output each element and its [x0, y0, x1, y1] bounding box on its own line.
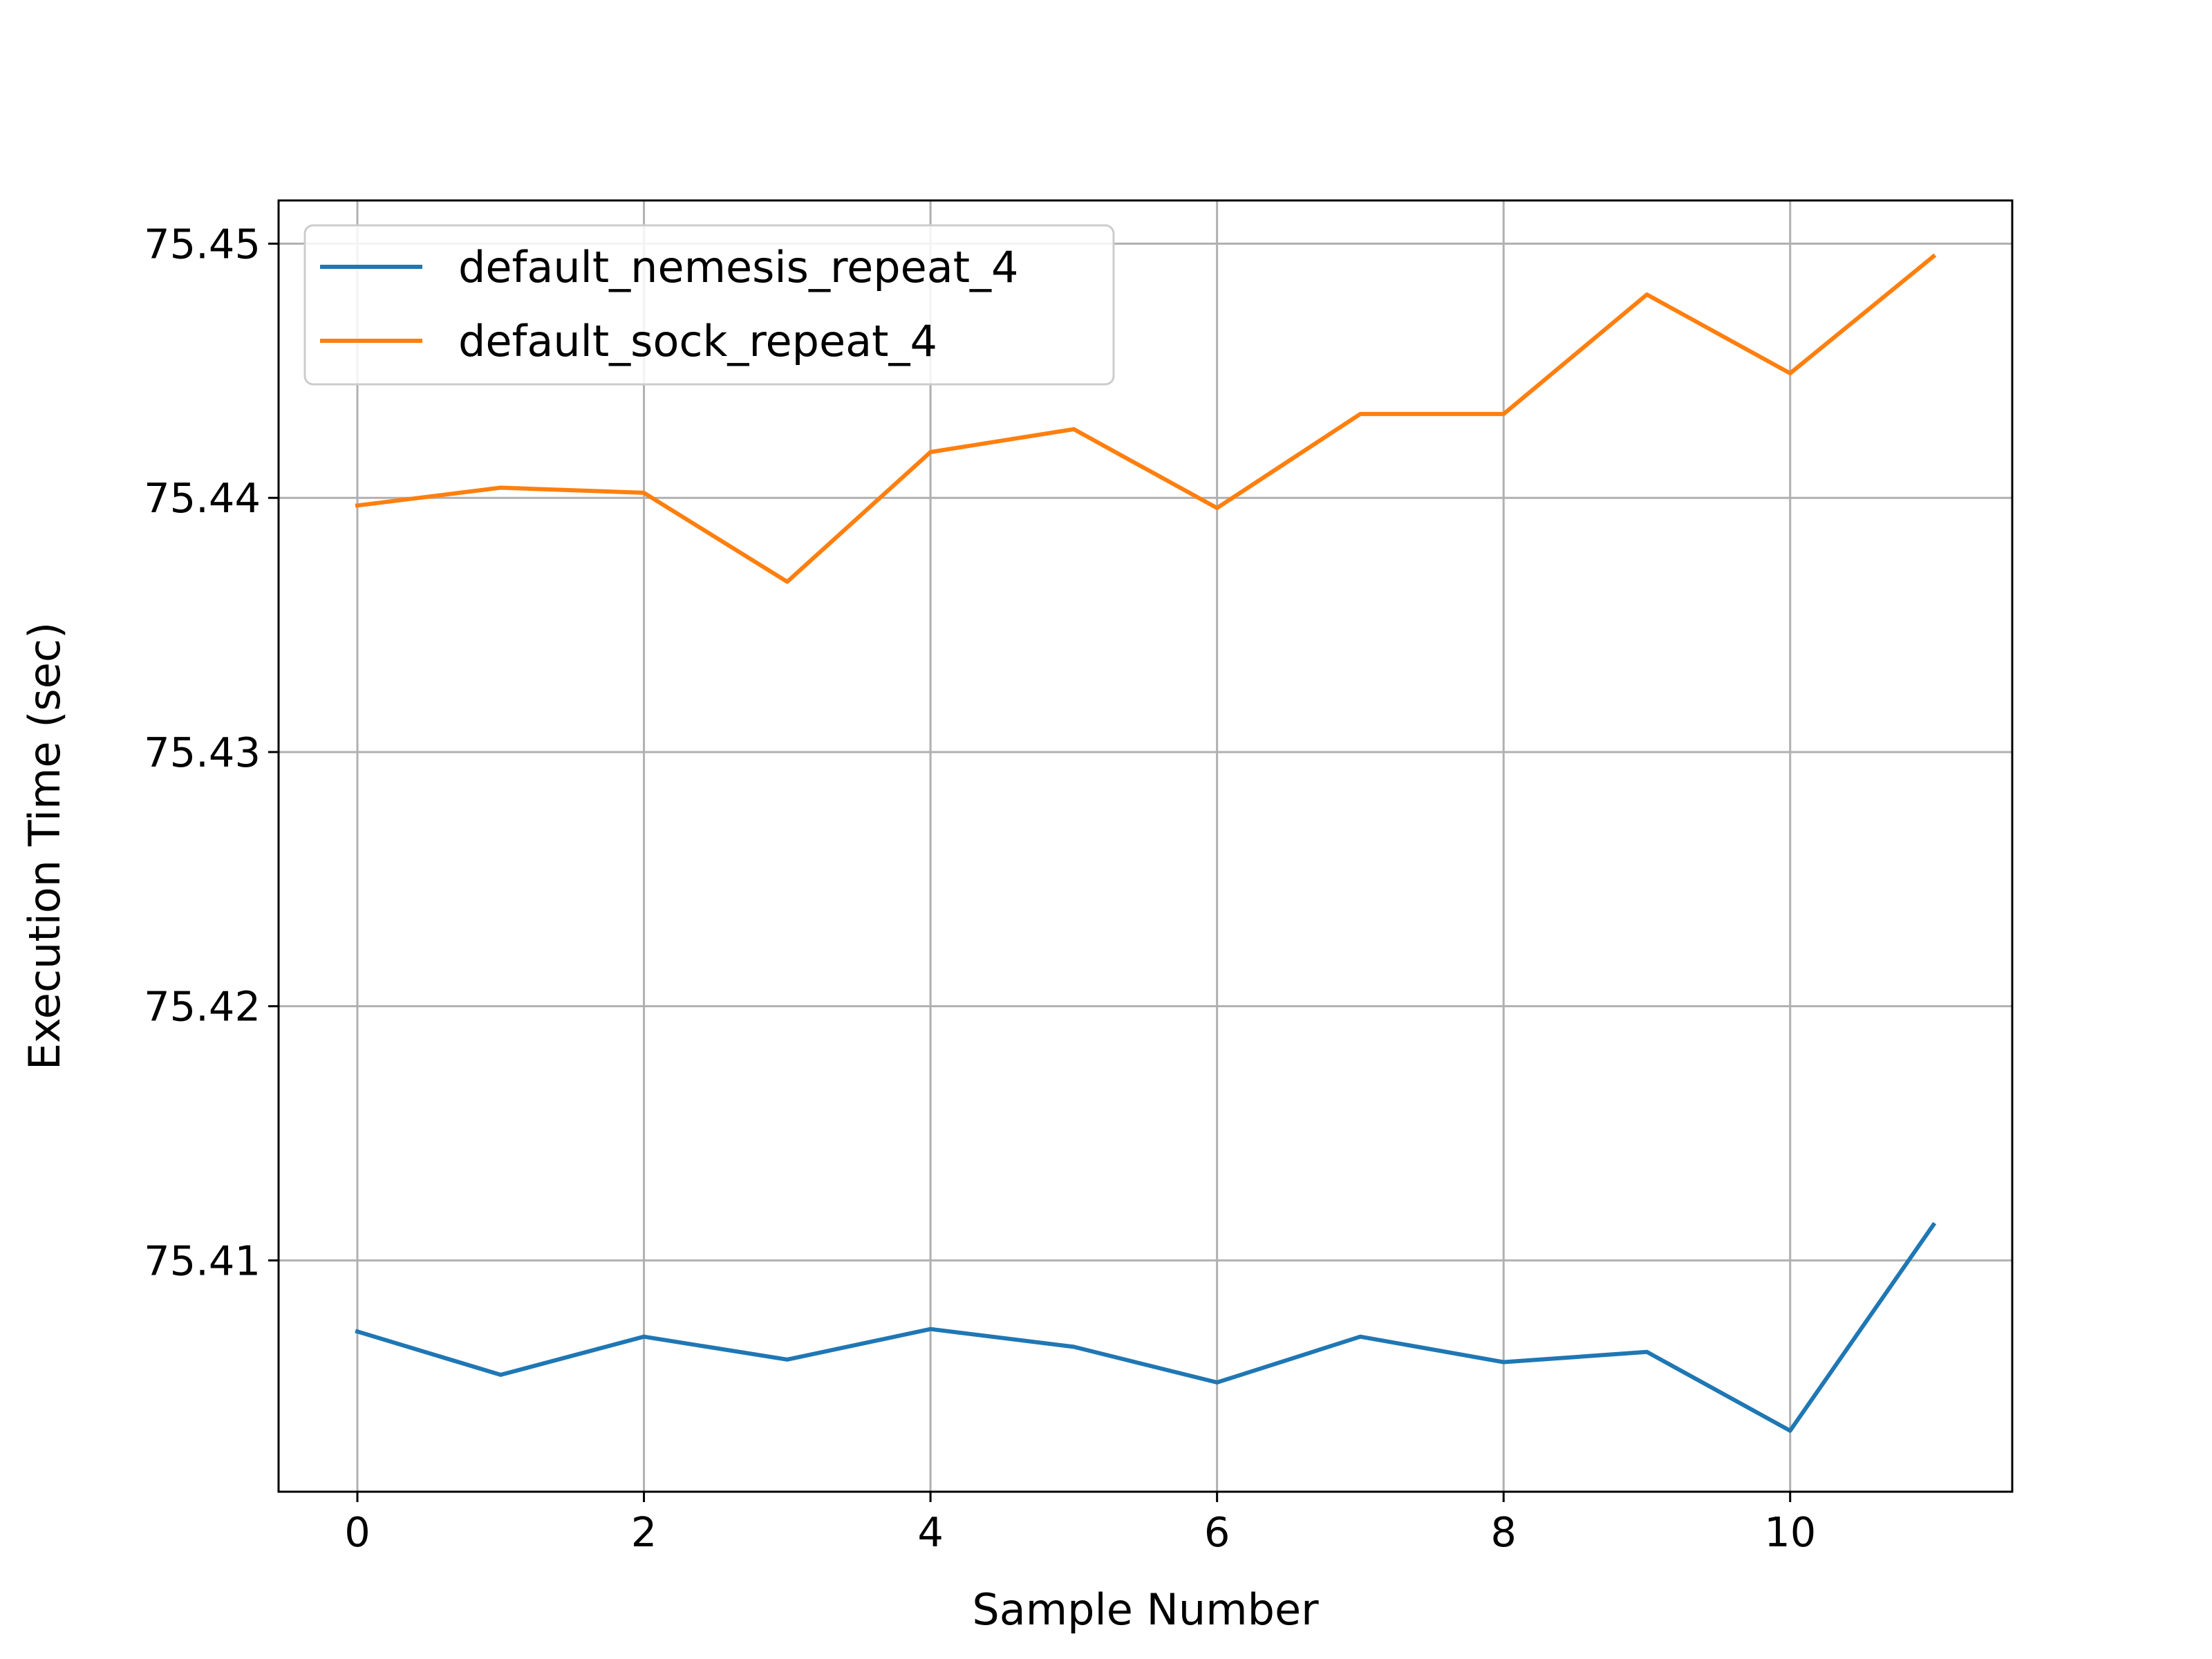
x-tick-label: 4 [917, 1508, 944, 1556]
y-tick-label: 75.45 [144, 221, 261, 268]
axis-ticks: 0 2 4 6 8 10 75.41 75.42 75.43 75.44 75.45 [144, 221, 1816, 1556]
grid [279, 200, 2012, 1492]
x-axis-title: Sample Number [972, 1584, 1319, 1635]
x-tick-label: 0 [344, 1508, 371, 1556]
x-tick-label: 6 [1204, 1508, 1230, 1556]
series-line-default_sock_repeat_4 [355, 253, 1937, 584]
y-tick-label: 75.44 [144, 474, 261, 522]
legend-label-default_nemesis_repeat_4: default_nemesis_repeat_4 [458, 242, 1018, 292]
x-tick-label: 8 [1490, 1508, 1517, 1556]
legend-label-default_sock_repeat_4: default_sock_repeat_4 [458, 316, 937, 366]
x-tick-label: 10 [1764, 1508, 1816, 1556]
y-axis-title: Execution Time (sec) [19, 622, 70, 1070]
y-tick-label: 75.41 [144, 1237, 261, 1284]
y-tick-label: 75.43 [144, 729, 261, 776]
series-lines [355, 253, 1937, 1433]
legend-box [303, 224, 1115, 386]
y-tick-label: 75.42 [144, 983, 261, 1031]
series-line-default_nemesis_repeat_4 [355, 1221, 1937, 1433]
x-tick-label: 2 [631, 1508, 657, 1556]
legend: default_nemesis_repeat_4 default_sock_rep… [303, 224, 1115, 386]
plot-frame [277, 199, 2014, 1493]
